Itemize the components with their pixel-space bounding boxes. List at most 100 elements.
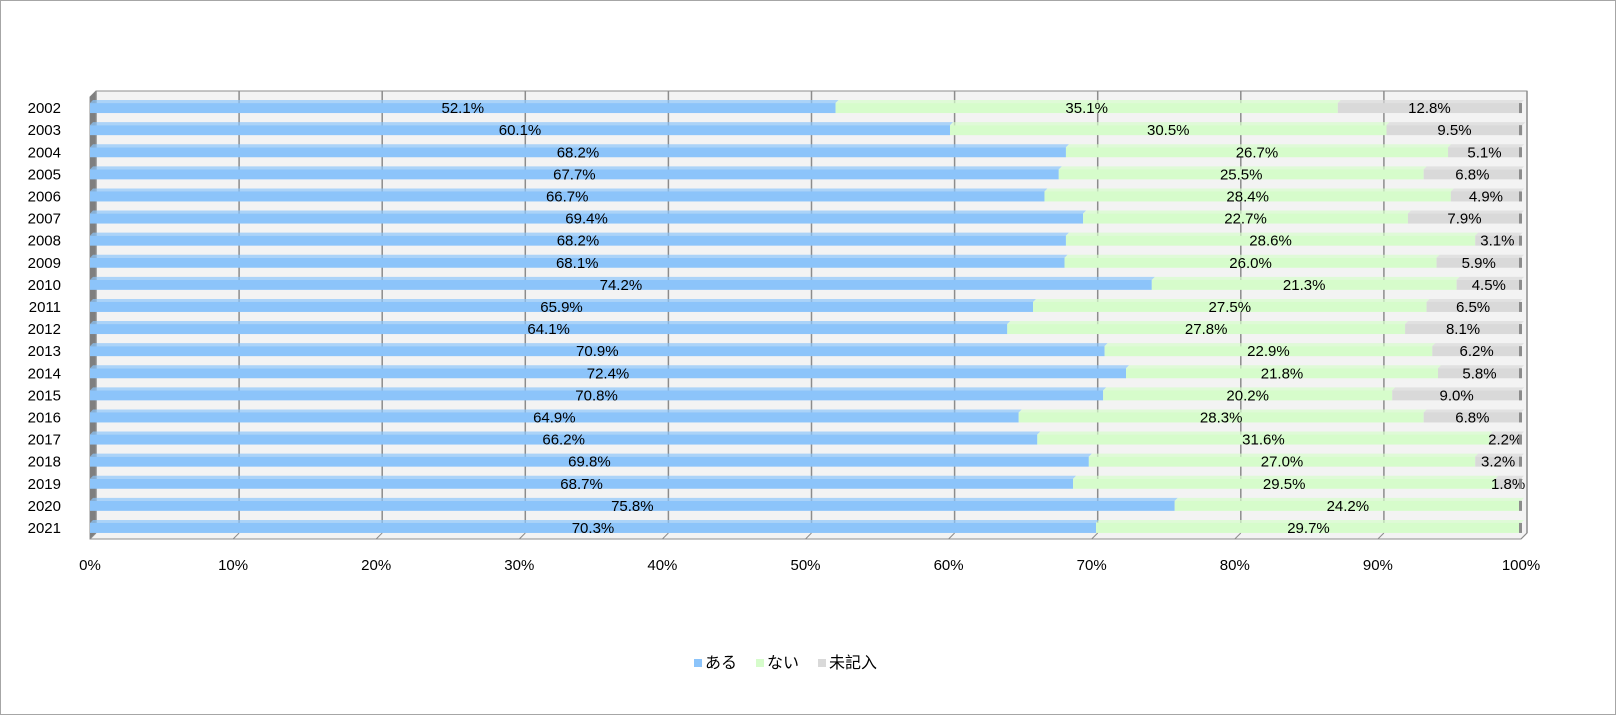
bar-segment [1095, 522, 1521, 533]
data-label: 69.8% [568, 454, 611, 471]
bar-segment [1475, 456, 1521, 467]
bar-segment-top [1174, 497, 1524, 501]
category-label: 2011 [29, 299, 61, 316]
bar-end-cap [1519, 368, 1522, 379]
data-label: 27.0% [1261, 454, 1304, 471]
x-tick-label: 10% [218, 557, 248, 574]
plot-side-wall [90, 91, 96, 539]
bar-segment [1489, 434, 1521, 445]
bar-segment [1058, 169, 1424, 180]
bar-segment-top [90, 409, 1022, 413]
legend-label: 未記入 [829, 654, 877, 672]
bar-segment-top [1018, 409, 1427, 413]
gridline-floor [1234, 532, 1242, 540]
data-label: 75.8% [611, 498, 654, 515]
data-label: 68.1% [556, 255, 599, 272]
data-label: 69.4% [565, 211, 608, 228]
data-label: 68.2% [557, 144, 600, 161]
data-label: 74.2% [600, 277, 643, 294]
data-label: 8.1% [1446, 321, 1480, 338]
bar-end-cap [1519, 147, 1522, 158]
bar-segment-top [90, 210, 1087, 214]
data-label: 28.4% [1226, 188, 1269, 205]
bar-segment [1126, 368, 1439, 379]
data-label: 35.1% [1065, 100, 1108, 117]
bar-segment [1103, 390, 1393, 401]
bar-segment-top [1065, 232, 1479, 236]
bar-end-cap [1519, 235, 1522, 246]
bar-segment [90, 522, 1096, 533]
bar-end-cap [1519, 522, 1522, 533]
gridline-floor [948, 532, 955, 540]
bar-segment-top [90, 519, 1099, 523]
bar-segment [1033, 301, 1427, 312]
bar-segment [1392, 390, 1521, 401]
bar-segment [1018, 412, 1424, 423]
category-label: 2003 [28, 122, 61, 139]
bar-segment-top [1495, 475, 1524, 479]
bar-segment [950, 125, 1387, 136]
category-label: 2009 [28, 255, 61, 272]
x-tick-label: 90% [1363, 557, 1393, 574]
bar-segment-top [1386, 122, 1526, 126]
bar-segment-top [1450, 188, 1524, 192]
bar-end-cap [1519, 346, 1522, 357]
data-label: 29.5% [1263, 476, 1306, 493]
bar-segment [1104, 346, 1433, 357]
category-label: 2014 [28, 365, 61, 382]
data-label: 22.9% [1247, 343, 1290, 360]
bar-segment-top [1432, 343, 1524, 347]
data-label: 25.5% [1220, 166, 1263, 183]
data-label: 70.3% [572, 520, 615, 537]
bar-segment-top [1448, 144, 1524, 148]
data-label: 3.2% [1481, 454, 1515, 471]
bar-segment [1438, 368, 1521, 379]
bar-segment [1337, 103, 1521, 114]
bar-segment [90, 368, 1127, 379]
category-label: 2018 [28, 454, 61, 471]
x-tick-label: 60% [934, 557, 964, 574]
gridline-floor [1377, 532, 1385, 540]
bar-segment-top [1064, 254, 1440, 258]
bar-segment [1436, 257, 1521, 268]
data-label: 21.3% [1283, 277, 1326, 294]
bar-segment-top [1392, 387, 1524, 391]
gridline-floor [89, 532, 97, 540]
bar-segment-top [1407, 210, 1524, 214]
bar-segment [1423, 412, 1521, 423]
bar-segment [1044, 191, 1451, 202]
data-label: 27.5% [1209, 299, 1252, 316]
bar-segment [835, 103, 1338, 114]
bar-segment-top [950, 122, 1390, 126]
x-tick-label: 100% [1502, 557, 1540, 574]
bar-segment-top [1436, 254, 1524, 258]
bar-segment-top [1044, 188, 1454, 192]
bar-segment-top [1104, 343, 1436, 347]
bar-segment [1423, 169, 1521, 180]
bar-segment-top [1073, 475, 1499, 479]
bar-segment-top [90, 431, 1041, 435]
data-label: 5.1% [1467, 144, 1501, 161]
category-label: 2013 [28, 343, 61, 360]
bar-segment [1405, 324, 1521, 335]
data-label: 68.7% [560, 476, 603, 493]
bar-end-cap [1519, 169, 1522, 180]
bar-segment [1386, 125, 1523, 136]
data-label: 66.7% [546, 188, 589, 205]
data-label: 1.8% [1491, 476, 1525, 493]
data-label: 6.2% [1460, 343, 1494, 360]
bar-end-cap [1519, 434, 1522, 445]
bar-segment-top [1033, 298, 1430, 302]
bar-segment-top [1489, 431, 1524, 435]
data-label: 70.9% [576, 343, 619, 360]
data-label: 12.8% [1408, 100, 1451, 117]
bar-end-cap [1519, 279, 1522, 290]
bar-end-cap [1519, 213, 1522, 224]
gridline-floor [518, 532, 526, 540]
bar-segment [1151, 279, 1457, 290]
bar-segment-top [90, 100, 839, 104]
bar-end-cap [1519, 456, 1522, 467]
data-label: 26.0% [1229, 255, 1272, 272]
category-label: 2005 [28, 166, 61, 183]
